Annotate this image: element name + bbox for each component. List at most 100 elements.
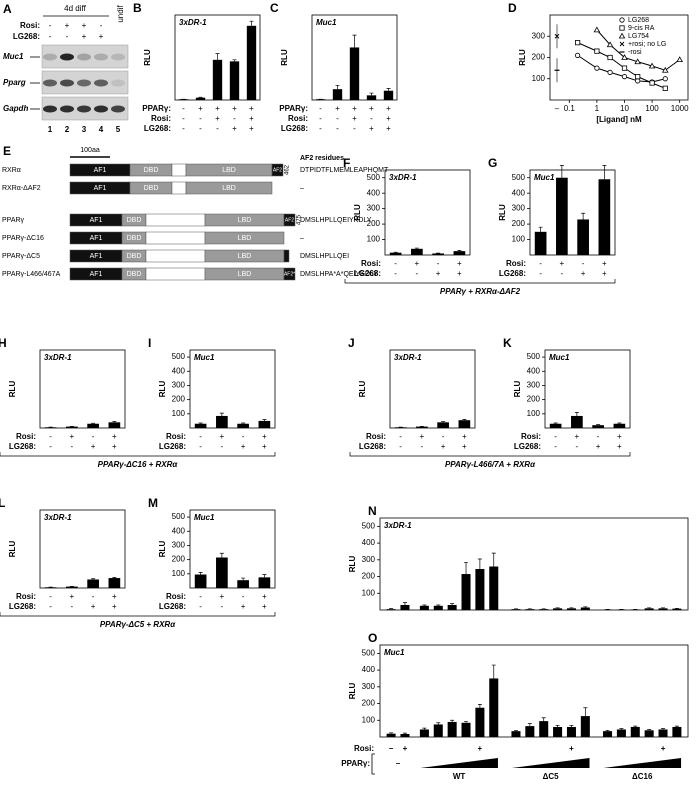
sign: + bbox=[335, 104, 340, 113]
sign: - bbox=[394, 269, 397, 278]
sign: - bbox=[554, 442, 557, 451]
y-tick-label: 200 bbox=[367, 219, 381, 228]
construct-name: PPARγ-ΔC16 bbox=[2, 235, 44, 242]
domain-label: LBD bbox=[238, 235, 252, 242]
legend-entry: +rosi; no LG bbox=[628, 41, 666, 48]
error-bar bbox=[541, 717, 546, 722]
y-tick-label: 300 bbox=[527, 381, 541, 390]
domain bbox=[145, 231, 206, 245]
bar bbox=[598, 179, 611, 255]
marker bbox=[594, 65, 600, 71]
y-tick-label: 100 bbox=[172, 409, 186, 418]
sign: + bbox=[403, 744, 408, 753]
error-bar bbox=[198, 422, 203, 424]
lane-number: 5 bbox=[116, 125, 121, 134]
band bbox=[60, 53, 74, 61]
error-bar bbox=[215, 53, 220, 60]
row-label: LG268: bbox=[354, 269, 381, 278]
bar bbox=[386, 733, 396, 737]
panel-letter: L bbox=[0, 496, 5, 510]
row-label: Rosi: bbox=[166, 432, 186, 441]
domain-label: AF2 bbox=[285, 217, 294, 223]
marker bbox=[594, 48, 600, 54]
chart-title: 3xDR-1 bbox=[44, 353, 72, 362]
x-tick-label: 10 bbox=[620, 104, 629, 113]
sign: - bbox=[319, 124, 322, 133]
y-axis-label: RLU bbox=[280, 49, 289, 66]
domain bbox=[171, 181, 187, 195]
sign: + bbox=[91, 442, 96, 451]
row-label: Rosi: bbox=[354, 744, 374, 753]
bar bbox=[644, 730, 654, 737]
legend-entry: 9-cis RA bbox=[628, 25, 655, 32]
bar bbox=[461, 574, 471, 610]
domain-label: AF1 bbox=[90, 217, 103, 224]
domain bbox=[271, 163, 284, 177]
bar bbox=[400, 733, 410, 737]
sign: - bbox=[539, 259, 542, 268]
bar bbox=[549, 423, 562, 428]
row-label: LG268: bbox=[9, 442, 36, 451]
y-tick-label: 200 bbox=[172, 555, 186, 564]
error-bar bbox=[619, 728, 624, 730]
sign: + bbox=[99, 32, 104, 41]
sign: - bbox=[394, 259, 397, 268]
sign: + bbox=[602, 259, 607, 268]
x-tick-label: 1 bbox=[595, 104, 600, 113]
bar bbox=[383, 90, 394, 100]
error-bar bbox=[491, 664, 496, 679]
error-bar bbox=[450, 603, 455, 605]
domain-label: AF2 bbox=[273, 167, 282, 173]
row-label: Rosi: bbox=[20, 21, 40, 30]
sign: + bbox=[70, 432, 75, 441]
bar bbox=[566, 726, 576, 737]
sign: - bbox=[242, 432, 245, 441]
error-bar bbox=[262, 574, 267, 578]
domain-label: DBD bbox=[144, 167, 159, 174]
sign: + bbox=[462, 442, 467, 451]
error-bar bbox=[555, 607, 560, 609]
band bbox=[77, 53, 91, 61]
error-bar bbox=[602, 165, 607, 180]
chart-title: 3xDR-1 bbox=[179, 18, 207, 27]
residues: DMSLHPLLQEI bbox=[300, 253, 349, 260]
bar bbox=[658, 608, 668, 610]
sign: + bbox=[661, 744, 666, 753]
y-tick-label: 300 bbox=[362, 555, 376, 564]
chart-title: Muc1 bbox=[194, 513, 215, 522]
y-tick-label: 500 bbox=[362, 521, 376, 530]
bar bbox=[475, 569, 485, 610]
error-bar bbox=[538, 226, 543, 232]
marker bbox=[619, 17, 625, 23]
y-tick-label: 200 bbox=[362, 699, 376, 708]
bar bbox=[389, 252, 402, 255]
plot-frame bbox=[529, 169, 616, 256]
domain-label: LBD bbox=[238, 253, 252, 260]
chart-title: Muc1 bbox=[384, 648, 405, 657]
domain-label: DBD bbox=[127, 235, 142, 242]
y-tick-label: 400 bbox=[172, 366, 186, 375]
y-axis-label: RLU bbox=[353, 204, 362, 221]
y-axis-label: RLU bbox=[518, 49, 527, 66]
bar bbox=[212, 59, 223, 100]
gel-undif: undif bbox=[116, 5, 125, 23]
y-tick-label: 500 bbox=[362, 648, 376, 657]
marker bbox=[607, 69, 613, 75]
y-axis-label: RLU bbox=[358, 381, 367, 398]
bar bbox=[577, 219, 589, 255]
sign: - bbox=[182, 104, 185, 113]
domain bbox=[145, 249, 206, 263]
chart-title: 3xDR-1 bbox=[394, 353, 422, 362]
sign: - bbox=[399, 432, 402, 441]
bar bbox=[525, 609, 535, 610]
y-tick-label: 100 bbox=[532, 74, 546, 83]
error-bar bbox=[241, 577, 246, 581]
row-label: Rosi: bbox=[366, 432, 386, 441]
bar bbox=[87, 579, 99, 588]
bar bbox=[475, 707, 485, 737]
bar bbox=[419, 729, 429, 737]
chart-title: Muc1 bbox=[194, 353, 215, 362]
bar bbox=[216, 415, 228, 428]
y-axis-label: RLU bbox=[143, 49, 152, 66]
residues: DTPIDTFLMEMLEAPHQMT bbox=[300, 167, 389, 174]
